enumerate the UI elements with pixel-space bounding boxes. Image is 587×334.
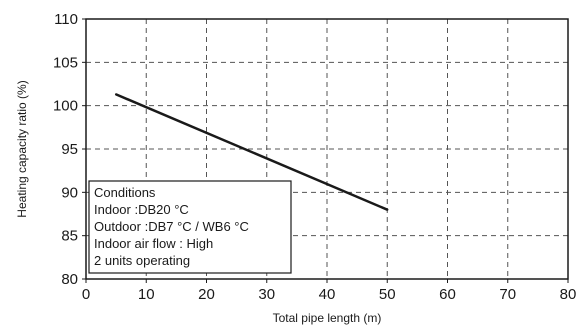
series-point <box>386 208 389 211</box>
conditions-line-5: 2 units operating <box>94 253 190 268</box>
y-tick-label: 80 <box>61 271 78 288</box>
conditions-line-2: Indoor :DB20 °C <box>94 202 189 217</box>
y-axis-label: Heating capacity ratio (%) <box>15 80 29 217</box>
series-layer <box>114 93 389 211</box>
x-tick-labels: 0 10 20 30 40 50 60 70 80 <box>82 279 577 303</box>
x-tick-label: 0 <box>82 286 90 303</box>
y-tick-label: 85 <box>61 228 78 245</box>
y-tick-label: 105 <box>53 54 78 71</box>
x-tick-label: 60 <box>439 286 456 303</box>
conditions-box: Conditions Indoor :DB20 °C Outdoor :DB7 … <box>88 180 292 274</box>
x-axis-label: Total pipe length (m) <box>273 311 382 325</box>
y-tick-labels: 80 85 90 95 100 105 110 <box>53 11 86 288</box>
conditions-line-3: Outdoor :DB7 °C / WB6 °C <box>94 219 249 234</box>
y-tick-label: 90 <box>61 184 78 201</box>
conditions-line-4: Indoor air flow : High <box>94 236 213 251</box>
conditions-box-frame <box>88 180 292 274</box>
x-tick-label: 10 <box>138 286 155 303</box>
x-tick-label: 30 <box>258 286 275 303</box>
x-tick-label: 40 <box>319 286 336 303</box>
series-point <box>114 93 118 96</box>
y-tick-label: 100 <box>53 98 78 115</box>
series-line-0 <box>115 93 388 211</box>
x-tick-label: 50 <box>379 286 396 303</box>
y-tick-label: 95 <box>61 141 78 158</box>
x-tick-label: 80 <box>560 286 577 303</box>
x-tick-label: 70 <box>499 286 516 303</box>
y-tick-label: 110 <box>54 11 78 28</box>
x-tick-label: 20 <box>198 286 215 303</box>
conditions-line-1: Conditions <box>94 185 156 200</box>
